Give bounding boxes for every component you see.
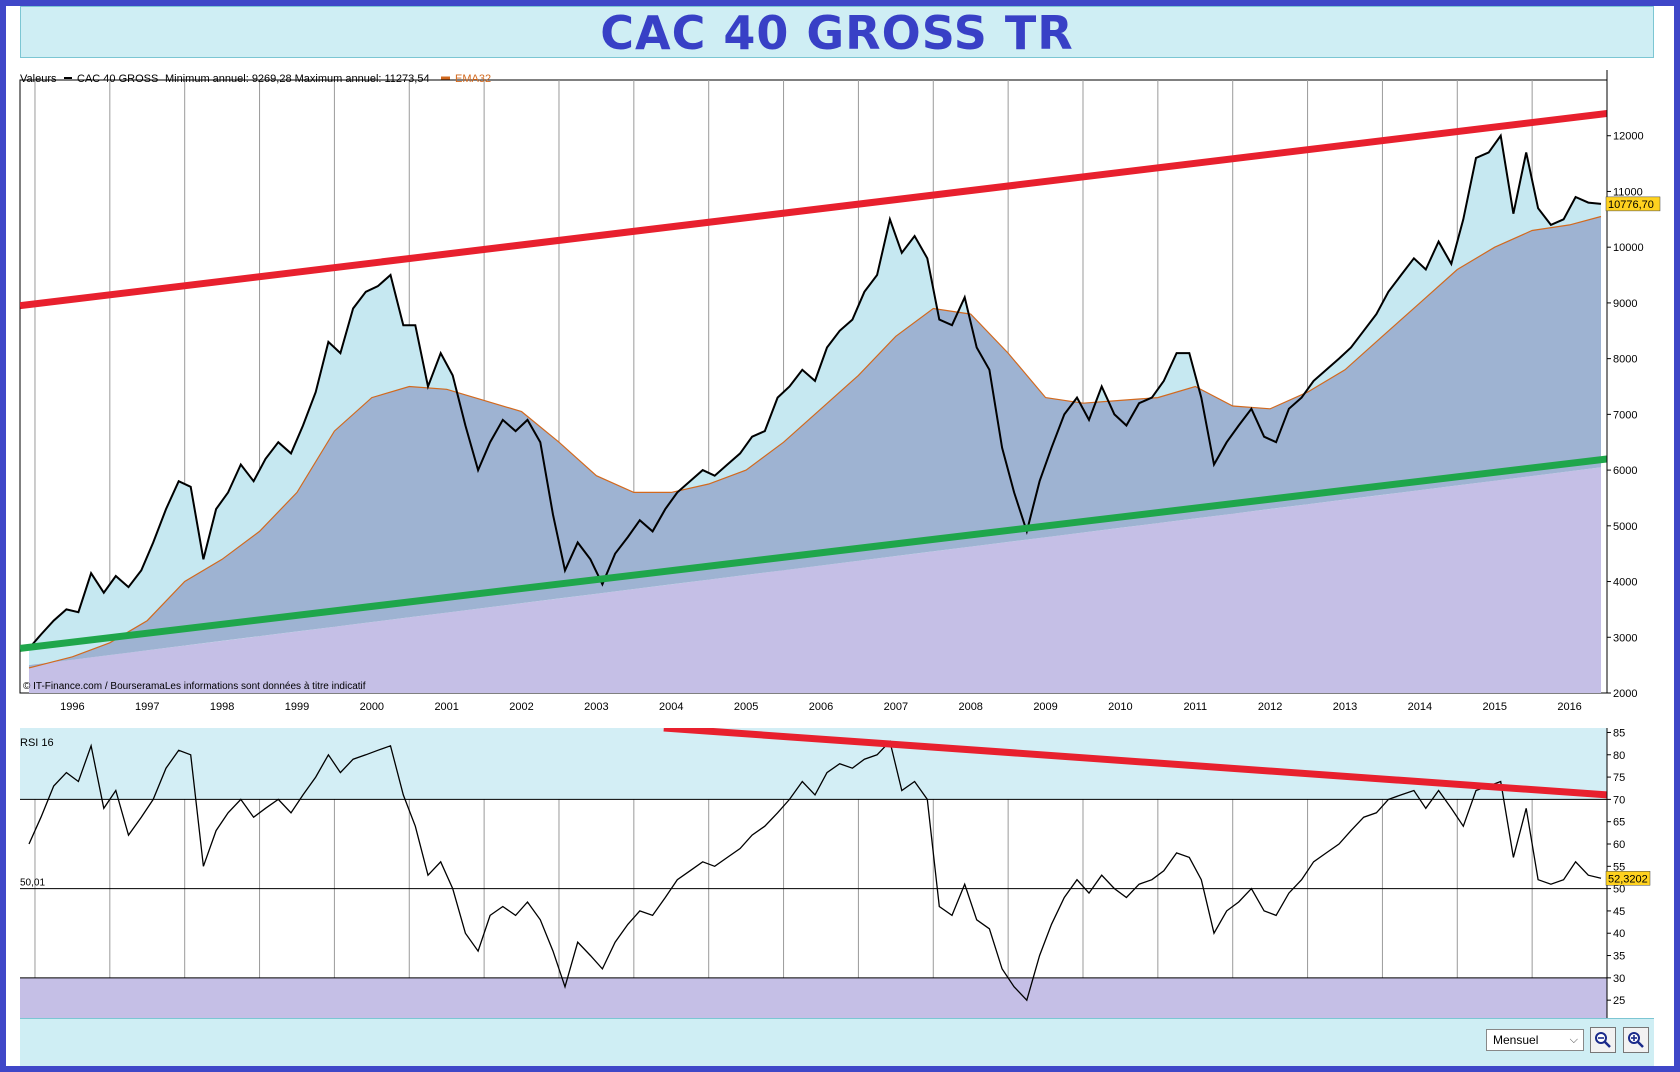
x-tick-label: 2013	[1333, 701, 1357, 713]
period-select[interactable]: Mensuel ⌵	[1486, 1029, 1584, 1051]
cac40-price-line	[28, 133, 1602, 650]
y-tick-label: 12000	[1613, 131, 1644, 143]
rsi-y-tick-label: 55	[1613, 861, 1625, 873]
chart-window: CAC 40 GROSS TR 2000 3000 4000 5000 6000 7000…	[6, 6, 1674, 1066]
rsi-y-tick-label: 45	[1613, 906, 1625, 918]
last-price-value: 10776,70	[1608, 199, 1654, 211]
x-tick-label: 2006	[809, 701, 833, 713]
x-tick-label: 2014	[1408, 701, 1432, 713]
x-tick-label: 2016	[1557, 701, 1581, 713]
x-tick-label: 2001	[434, 701, 458, 713]
period-select-value: Mensuel	[1493, 1033, 1539, 1047]
legend-series-name: CAC 40 GROSS	[77, 73, 158, 85]
rsi-y-tick-label: 60	[1613, 839, 1625, 851]
rsi-y-tick-label: 85	[1613, 727, 1625, 739]
rsi-y-tick-label: 70	[1613, 794, 1625, 806]
x-tick-label: 2007	[884, 701, 908, 713]
x-tick-label: 2011	[1183, 701, 1207, 713]
rsi-y-tick-label: 80	[1613, 750, 1625, 762]
y-tick-label: 11000	[1613, 186, 1643, 198]
rsi-reference-lines	[20, 798, 1607, 979]
x-tick-label: 1997	[135, 701, 159, 713]
legend-values-label: Valeurs	[20, 73, 57, 85]
rsi-last-value: 52,3202	[1608, 873, 1648, 885]
rsi-trendline	[663, 728, 1607, 799]
y-tick-label: 10000	[1613, 242, 1644, 254]
x-tick-label: 2000	[360, 701, 384, 713]
rsi-last-tag: 52,3202	[1605, 871, 1651, 886]
x-tick-label: 2010	[1108, 701, 1132, 713]
y-tick-label: 3000	[1613, 632, 1637, 644]
y-tick-label: 4000	[1613, 577, 1637, 589]
legend-ema-name: EMA32	[455, 73, 491, 85]
main-y-axis: 2000 3000 4000 5000 6000 7000 8000 9000 10000 110…	[1606, 70, 1644, 700]
rsi16-line	[28, 740, 1602, 1002]
zoom-out-button[interactable]	[1590, 1027, 1616, 1053]
x-tick-label: 2003	[584, 701, 608, 713]
rsi-y-tick-label: 75	[1613, 772, 1625, 784]
title-bar: CAC 40 GROSS TR	[20, 6, 1654, 60]
x-tick-label: 2009	[1033, 701, 1057, 713]
page-title: CAC 40 GROSS TR	[600, 6, 1074, 60]
rsi-y-tick-label: 65	[1613, 817, 1625, 829]
rsi-y-tick-label: 35	[1613, 951, 1625, 963]
ema32-line	[28, 215, 1602, 669]
rsi-y-tick-label: 50	[1613, 884, 1625, 896]
x-axis: 1996 1997 1998 1999 2000 2001 2002 2003 2004 2005…	[60, 701, 1582, 713]
upper-trendline	[20, 109, 1607, 310]
y-tick-label: 8000	[1613, 354, 1637, 366]
y-tick-label: 9000	[1613, 298, 1637, 310]
rsi-oversold-zone	[20, 977, 1607, 1018]
chart-canvas: 2000 3000 4000 5000 6000 7000 8000 9000 10000 110…	[19, 70, 1661, 1018]
x-tick-label: 2004	[659, 701, 683, 713]
ema-area	[29, 216, 1601, 668]
x-tick-label: 2012	[1258, 701, 1282, 713]
x-tick-label: 2008	[958, 701, 982, 713]
legend-minmax: Minimum annuel: 9269,28 Maximum annuel: …	[165, 73, 430, 85]
lower-trendline	[20, 455, 1607, 652]
last-price-tag: 10776,70	[1605, 196, 1661, 212]
y-tick-label: 6000	[1613, 465, 1637, 477]
rsi-y-tick-label: 30	[1613, 973, 1625, 985]
rsi-y-tick-label: 40	[1613, 928, 1625, 940]
rsi-y-tick-label: 25	[1613, 995, 1625, 1007]
credit-text: © IT-Finance.com / BourseramaLes informa…	[23, 681, 366, 692]
rsi-mid-label: 50,01	[20, 878, 45, 889]
bottom-toolbar: Mensuel ⌵	[20, 1018, 1654, 1066]
chevron-down-icon: ⌵	[1569, 1034, 1578, 1046]
x-tick-label: 2005	[734, 701, 758, 713]
rsi-label: RSI 16	[20, 737, 54, 749]
x-tick-label: 1996	[60, 701, 84, 713]
x-tick-label: 1998	[210, 701, 234, 713]
zoom-in-icon	[1628, 1032, 1644, 1048]
x-tick-label: 2015	[1482, 701, 1506, 713]
x-tick-label: 2002	[509, 701, 533, 713]
y-tick-label: 7000	[1613, 409, 1637, 421]
y-tick-label: 5000	[1613, 521, 1637, 533]
zoom-out-icon	[1595, 1032, 1611, 1048]
x-tick-label: 1999	[285, 701, 309, 713]
y-tick-label: 2000	[1613, 688, 1637, 700]
zoom-in-button[interactable]	[1623, 1027, 1649, 1053]
support-floor-area	[28, 467, 1602, 693]
